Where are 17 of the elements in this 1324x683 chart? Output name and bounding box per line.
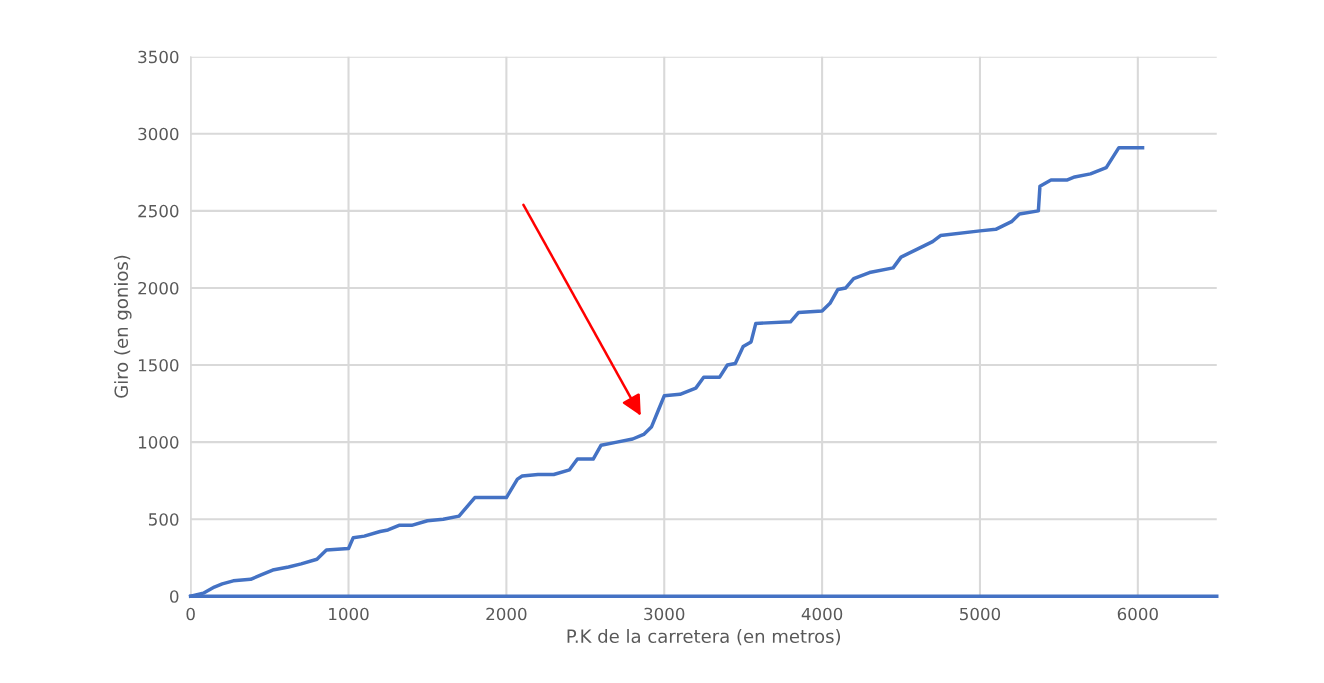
x-tick-label: 5000 xyxy=(960,607,1001,621)
x-tick-label: 4000 xyxy=(801,607,843,621)
y-tick-label: 3500 xyxy=(138,50,179,64)
y-tick-label: 2500 xyxy=(138,204,179,218)
x-tick-label: 6000 xyxy=(1117,607,1158,621)
y-tick-label: 1500 xyxy=(138,358,179,372)
y-tick-label: 1000 xyxy=(138,436,179,449)
y-axis-title: Giro (en gonios) xyxy=(114,255,132,398)
x-tick-label: 3000 xyxy=(644,607,685,621)
y-tick-label: 3000 xyxy=(138,127,179,141)
x-tick-label: 0 xyxy=(186,607,195,621)
y-tick-label: 0 xyxy=(170,590,179,603)
x-tick-label: 2000 xyxy=(486,607,527,621)
y-tick-label: 500 xyxy=(149,513,179,526)
x-axis-title: P.K de la carretera (en metros) xyxy=(567,629,841,646)
y-tick-label: 2000 xyxy=(138,281,179,295)
x-tick-label: 1000 xyxy=(329,607,369,621)
